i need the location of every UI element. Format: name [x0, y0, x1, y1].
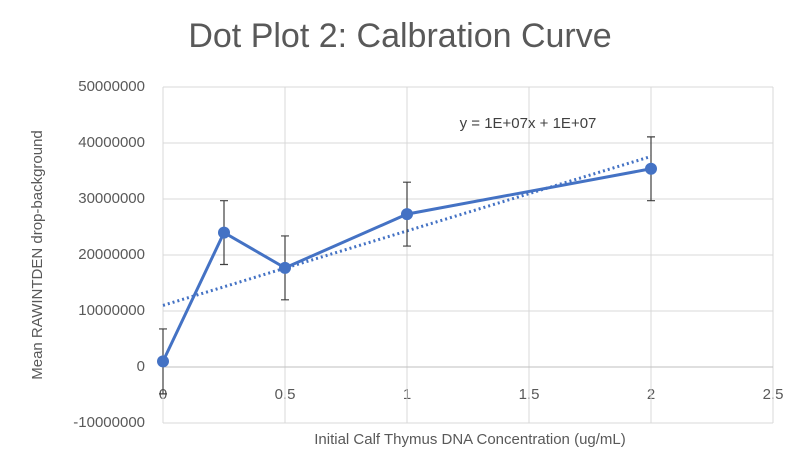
data-point [279, 261, 291, 274]
x-axis-label: Initial Calf Thymus DNA Concentration (u… [314, 431, 626, 448]
data-point [401, 208, 413, 221]
y-tick-label: 50000000 [78, 78, 145, 95]
y-tick-label: 20000000 [78, 246, 145, 263]
data-point [218, 226, 230, 239]
y-tick-label: -10000000 [73, 414, 145, 431]
y-axis-label: Mean RAWINTDEN drop-background [29, 130, 46, 380]
y-tick-label: 40000000 [78, 134, 145, 151]
trendline-label: y = 1E+07x + 1E+07 [460, 115, 597, 132]
y-tick-label: 10000000 [78, 302, 145, 319]
y-tick-label: 30000000 [78, 190, 145, 207]
chart-title: Dot Plot 2: Calbration Curve [188, 17, 611, 55]
data-point [645, 162, 657, 175]
y-tick-label: 0 [137, 358, 145, 375]
data-point [157, 355, 169, 368]
